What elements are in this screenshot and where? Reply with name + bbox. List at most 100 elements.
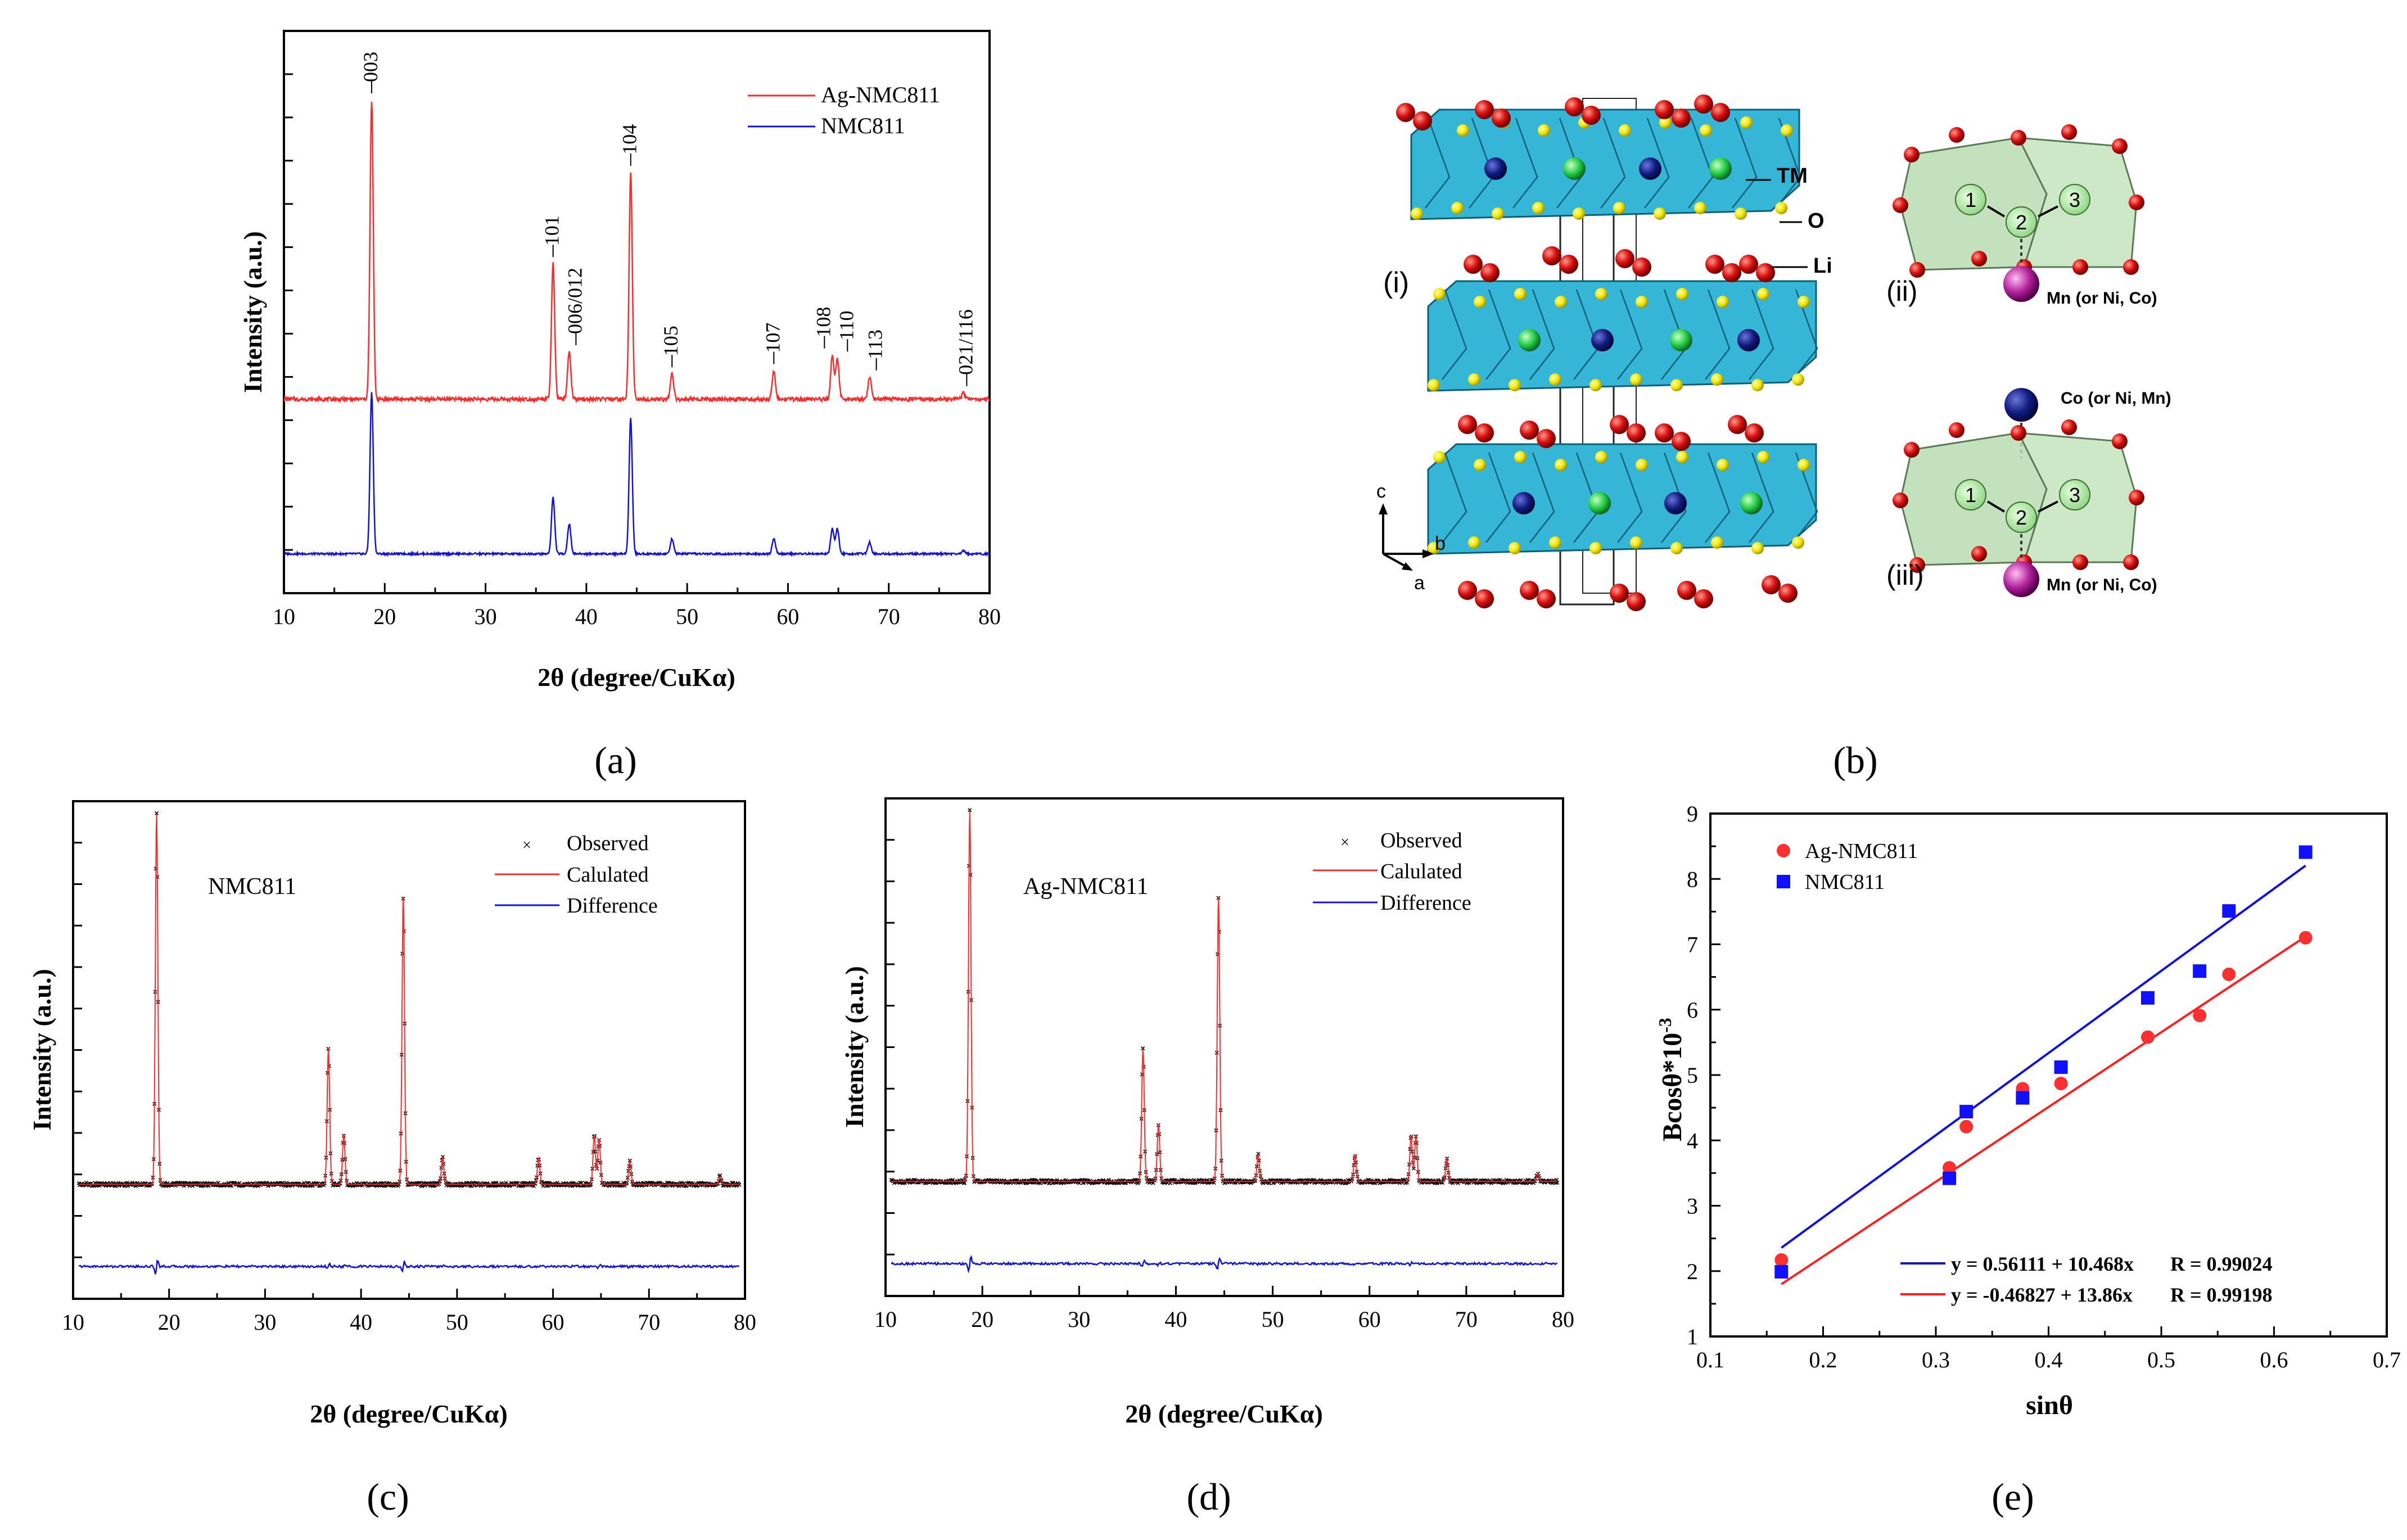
oxygen-atom bbox=[2072, 554, 2088, 570]
y-tick-label: 1 bbox=[1687, 1324, 1698, 1349]
li-atom bbox=[1537, 429, 1556, 448]
oxygen-atom bbox=[2129, 195, 2144, 210]
x-tick-label: 0.5 bbox=[2147, 1347, 2175, 1372]
fit-r-nmc: R = 0.99024 bbox=[2170, 1253, 2273, 1275]
series-calculated bbox=[891, 810, 1557, 1182]
oxygen-atom bbox=[2061, 124, 2077, 140]
y-tick-label: 2 bbox=[1687, 1259, 1698, 1284]
x-tick-label: 0.7 bbox=[2373, 1347, 2401, 1372]
label-ii: (ii) bbox=[1886, 276, 1918, 307]
legend-marker-observed-c: × bbox=[522, 837, 531, 854]
peak-label: 105 bbox=[660, 326, 682, 356]
oxygen-atom bbox=[1549, 373, 1561, 386]
x-tick-label: 10 bbox=[874, 1307, 897, 1332]
x-tick-label: 30 bbox=[475, 604, 497, 629]
oxygen-atom bbox=[1555, 296, 1567, 308]
fit-equation-ag: y = -0.46827 + 13.86x bbox=[1951, 1284, 2133, 1306]
y-tick-label: 8 bbox=[1687, 866, 1698, 892]
x-tick-label: 0.4 bbox=[2035, 1347, 2063, 1372]
oxygen-atom bbox=[1411, 207, 1423, 220]
data-point-nmc811 bbox=[2016, 1091, 2030, 1105]
oxygen-atom bbox=[1538, 124, 1550, 137]
label-o: O bbox=[1808, 209, 1825, 233]
panel-label-c: (c) bbox=[367, 1475, 409, 1518]
li-atom bbox=[1475, 423, 1494, 442]
site-number-site3: 3 bbox=[2069, 484, 2080, 507]
oxygen-atom bbox=[1711, 536, 1723, 549]
octahedron-edge bbox=[1644, 118, 1670, 209]
oxygen-atom bbox=[1670, 542, 1683, 554]
octahedron-edge bbox=[1705, 289, 1731, 380]
octahedron-edge bbox=[1617, 452, 1643, 543]
octahedral-slab bbox=[1410, 109, 1800, 220]
title-c: NMC811 bbox=[208, 874, 296, 900]
data-point-ag-nmc811 bbox=[1959, 1119, 1974, 1133]
panel-d-chart: 10 20 30 40 50 60 70 80 Ag-NMC811 × Observed Ca… bbox=[840, 797, 1574, 1518]
legend-marker-nmc-e bbox=[1777, 875, 1790, 888]
legend-label-ag: Ag-NMC811 bbox=[821, 82, 940, 107]
oxygen-atom bbox=[1792, 373, 1804, 386]
label-li: Li bbox=[1813, 254, 1832, 278]
li-atom bbox=[1458, 581, 1477, 600]
li-atom bbox=[1632, 258, 1651, 277]
octahedron-edge bbox=[1749, 289, 1774, 380]
tm-atom bbox=[1709, 157, 1732, 180]
site-number-site3: 3 bbox=[2069, 188, 2080, 211]
data-point-nmc811 bbox=[1943, 1171, 1957, 1185]
oxygen-atom bbox=[1532, 202, 1545, 214]
li-atom bbox=[1705, 255, 1724, 274]
octahedron-edge bbox=[1705, 452, 1731, 543]
li-atom bbox=[1711, 103, 1730, 122]
octahedron-edge bbox=[1776, 118, 1801, 209]
x-tick-label: 0.2 bbox=[1809, 1347, 1837, 1372]
oxygen-atom bbox=[1595, 451, 1607, 463]
oxygen-atom bbox=[1676, 288, 1688, 300]
oxygen-atom bbox=[1636, 459, 1648, 471]
tm-atom bbox=[1664, 492, 1687, 514]
x-tick-label: 80 bbox=[978, 604, 1001, 629]
x-tick-label: 60 bbox=[776, 604, 799, 629]
x-tick-label: 10 bbox=[62, 1309, 84, 1335]
x-tick-label: 20 bbox=[373, 604, 396, 629]
axis-label-a: a bbox=[1414, 572, 1425, 594]
axis-label-b: b bbox=[1435, 533, 1446, 554]
li-atom bbox=[1694, 589, 1713, 608]
oxygen-atom bbox=[1735, 207, 1747, 220]
li-atom bbox=[1475, 100, 1494, 119]
li-atom bbox=[1615, 249, 1634, 268]
li-atom bbox=[1582, 106, 1601, 125]
y-tick-label: 5 bbox=[1687, 1063, 1698, 1088]
oxygen-atom bbox=[1555, 459, 1567, 471]
legend-label-diff-d: Difference bbox=[1380, 891, 1471, 915]
oxygen-atom bbox=[1792, 536, 1804, 549]
data-point-nmc811 bbox=[2193, 964, 2207, 978]
layered-crystal-structure bbox=[1396, 94, 1818, 611]
oxygen-atom bbox=[1740, 116, 1753, 129]
cation-site-site1 bbox=[1955, 184, 1986, 215]
legend-label-diff-c: Difference bbox=[567, 894, 658, 918]
x-tick-label: 0.1 bbox=[1696, 1347, 1724, 1372]
mn-atom-iii bbox=[2003, 561, 2039, 597]
legend-label-calc-c: Calulated bbox=[567, 863, 649, 887]
x-tick-label: 10 bbox=[273, 604, 295, 629]
site-number-site1: 1 bbox=[1965, 484, 1976, 507]
y-tick-label: 6 bbox=[1687, 997, 1698, 1023]
oxygen-atom bbox=[1949, 422, 1965, 438]
legend-label-calc-d: Calulated bbox=[1380, 860, 1462, 883]
octahedron-edge bbox=[1425, 118, 1451, 209]
data-point-nmc811 bbox=[1959, 1105, 1974, 1119]
site-number-site2: 2 bbox=[2016, 211, 2027, 234]
cation-site-site3 bbox=[2059, 479, 2090, 511]
oxygen-atom bbox=[1909, 557, 1925, 573]
li-atom bbox=[1655, 100, 1674, 119]
oxygen-atom bbox=[1694, 202, 1706, 214]
li-atom bbox=[1537, 589, 1556, 608]
li-atom bbox=[1542, 246, 1561, 265]
data-point-nmc811 bbox=[2140, 991, 2155, 1005]
legend-a: Ag-NMC811 NMC811 bbox=[748, 82, 940, 138]
li-atom bbox=[1520, 421, 1539, 440]
x-tick-label: 40 bbox=[350, 1309, 372, 1335]
y-axis-label-e: Bcosθ*10-3 bbox=[1655, 1018, 1687, 1141]
oxygen-atom bbox=[1711, 373, 1723, 386]
peak-label: 110 bbox=[835, 311, 857, 341]
